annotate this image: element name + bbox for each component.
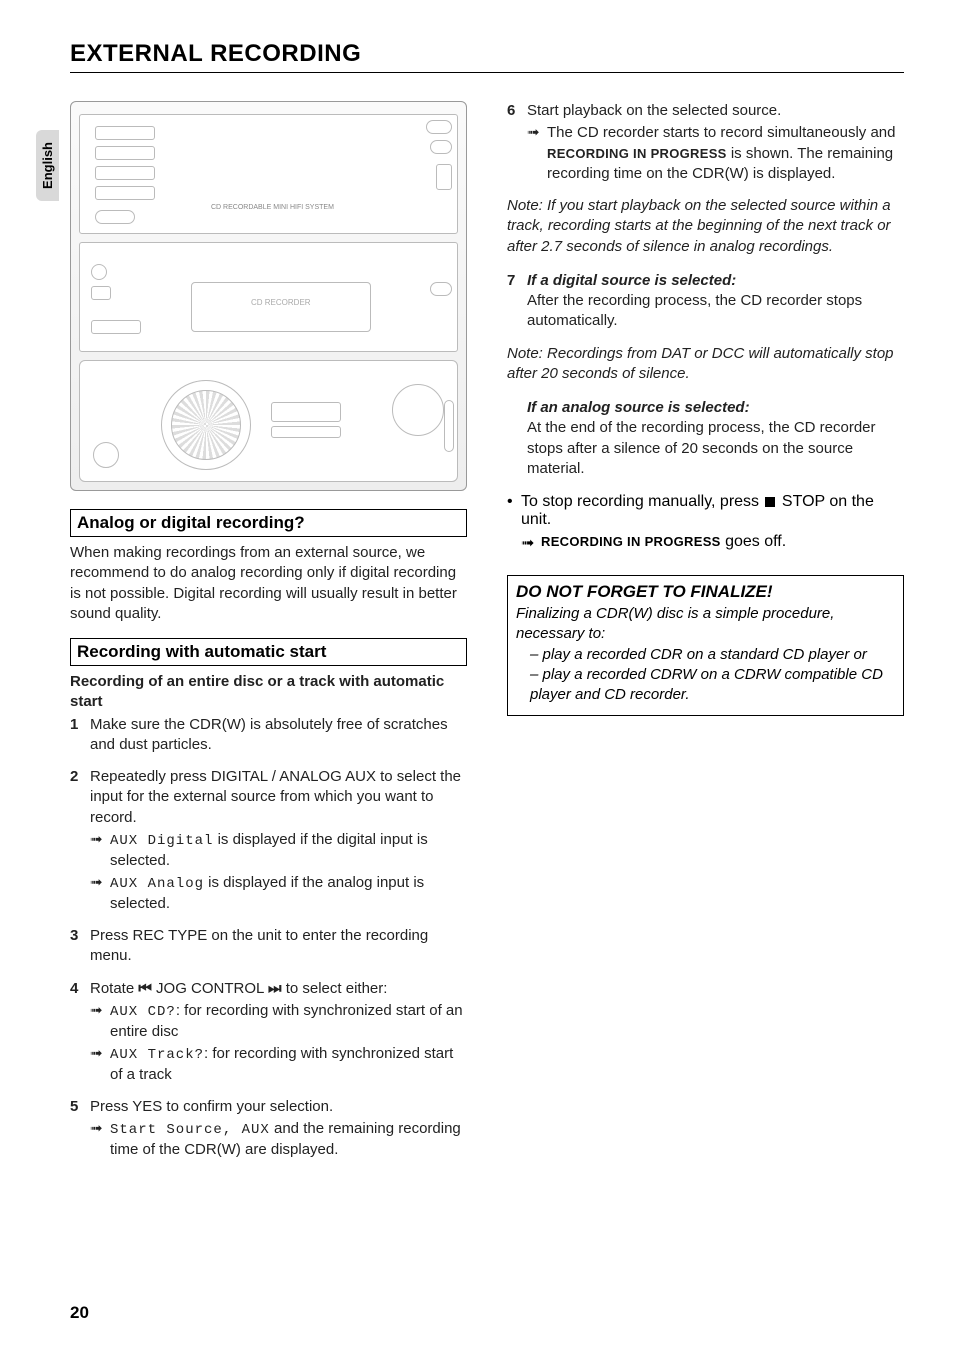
page-title: EXTERNAL RECORDING xyxy=(70,40,904,68)
stop-pre: To stop recording manually, press xyxy=(521,493,763,510)
step4-mid: JOG CONTROL xyxy=(152,980,268,997)
arrow-icon: ➟ xyxy=(521,533,541,553)
step-2: 2 Repeatedly press DIGITAL / ANALOG AUX … xyxy=(70,767,467,914)
arrow-icon: ➟ xyxy=(90,1001,110,1042)
finalize-b: – play a recorded CDRW on a CDRW compati… xyxy=(530,666,883,703)
step-3: 3 Press REC TYPE on the unit to enter th… xyxy=(70,926,467,967)
step4-lead: Rotate xyxy=(90,980,138,997)
language-tab: English xyxy=(36,130,59,201)
stop-bullet: • To stop recording manually, press STOP… xyxy=(507,493,904,529)
aux-track-text: AUX Track? xyxy=(110,1047,204,1063)
section-analog-digital: Analog or digital recording? xyxy=(70,509,467,537)
left-column: CD RECORDABLE MINI HIFI SYSTEM CD RECORD… xyxy=(70,101,467,1172)
section-auto-start: Recording with automatic start xyxy=(70,638,467,666)
aux-digital-text: AUX Digital xyxy=(110,833,213,849)
note-2: Note: Recordings from DAT or DCC will au… xyxy=(507,344,904,385)
finalize-a: – play a recorded CDR on a standard CD p… xyxy=(516,645,895,665)
auto-start-sub: Recording of an entire disc or a track w… xyxy=(70,672,467,713)
arrow-icon: ➟ xyxy=(90,830,110,871)
rec-in-progress-1: RECORDING IN PROGRESS xyxy=(547,146,727,161)
step7-title: If a digital source is selected: xyxy=(527,272,736,289)
step4-tail: to select either: xyxy=(282,980,388,997)
analog-digital-body: When making recordings from an external … xyxy=(70,543,467,624)
title-rule xyxy=(70,72,904,73)
arrow-icon: ➟ xyxy=(90,1044,110,1085)
step-1-body: Make sure the CDR(W) is absolutely free … xyxy=(90,715,467,756)
stop-sub-tail: goes off. xyxy=(721,533,787,550)
step6a-pre: The CD recorder starts to record simulta… xyxy=(547,124,895,141)
right-column: 6 Start playback on the selected source.… xyxy=(507,101,904,1172)
step-5-body: Press YES to confirm your selection. xyxy=(90,1098,333,1115)
finalize-box: DO NOT FORGET TO FINALIZE! Finalizing a … xyxy=(507,575,904,716)
finalize-title: DO NOT FORGET TO FINALIZE! xyxy=(516,582,895,602)
stop-icon xyxy=(765,497,775,507)
jog-next-icon: ⏭ xyxy=(268,980,282,997)
step-1: 1 Make sure the CDR(W) is absolutely fre… xyxy=(70,715,467,756)
rec-in-progress-2: RECORDING IN PROGRESS xyxy=(541,534,721,549)
arrow-icon: ➟ xyxy=(527,123,547,184)
step7-body: After the recording process, the CD reco… xyxy=(527,292,862,329)
note-1: Note: If you start playback on the selec… xyxy=(507,196,904,257)
product-illustration: CD RECORDABLE MINI HIFI SYSTEM CD RECORD… xyxy=(70,101,467,491)
aux-analog-text: AUX Analog xyxy=(110,876,204,892)
page-number: 20 xyxy=(70,1303,89,1323)
step-5: 5 Press YES to confirm your selection. ➟… xyxy=(70,1097,467,1160)
start-source-text: Start Source, AUX xyxy=(110,1122,270,1138)
aux-cd-text: AUX CD? xyxy=(110,1004,176,1020)
step-4: 4 Rotate ⏮ JOG CONTROL ⏭ to select eithe… xyxy=(70,979,467,1086)
jog-prev-icon: ⏮ xyxy=(138,980,152,997)
step-6-body: Start playback on the selected source. xyxy=(527,102,781,119)
arrow-icon: ➟ xyxy=(90,1119,110,1160)
step-6: 6 Start playback on the selected source.… xyxy=(507,101,904,184)
arrow-icon: ➟ xyxy=(90,873,110,914)
step-2-body: Repeatedly press DIGITAL / ANALOG AUX to… xyxy=(90,768,461,826)
finalize-lead: Finalizing a CDR(W) disc is a simple pro… xyxy=(516,605,834,642)
step-7: 7 If a digital source is selected: After… xyxy=(507,271,904,332)
analog-sel-title: If an analog source is selected: xyxy=(527,398,904,418)
figure-caption: CD RECORDABLE MINI HIFI SYSTEM xyxy=(211,204,334,211)
analog-sel-body: At the end of the recording process, the… xyxy=(527,418,904,479)
step-3-body: Press REC TYPE on the unit to enter the … xyxy=(90,926,467,967)
